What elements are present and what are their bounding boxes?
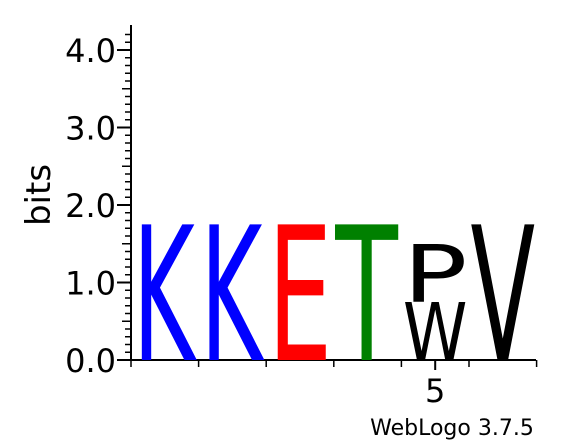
logo-letter-p: P: [403, 228, 468, 321]
x-tick-label: 5: [425, 372, 445, 410]
logo-letter-k: K: [133, 187, 197, 404]
logo-position-4: T: [335, 189, 399, 405]
logo-letter-k: K: [200, 187, 264, 404]
logo-position-3: E: [268, 189, 333, 405]
logo-position-2: K: [200, 187, 264, 404]
logo-position-1: K: [133, 187, 197, 404]
x-axis: 5: [130, 359, 538, 410]
logo-letter-w: W: [403, 287, 468, 380]
logo-position-6: V: [471, 187, 536, 404]
logo-stacks: K K E T WP V: [133, 187, 536, 404]
y-tick-label: 3.0: [65, 110, 116, 148]
y-axis-label: bits: [19, 164, 59, 226]
logo-position-5: WP: [403, 228, 468, 379]
logo-letter-t: T: [335, 189, 399, 405]
y-axis: 0.0 1.0 2.0 3.0 4.0: [65, 25, 132, 380]
y-tick-label: 2.0: [65, 187, 116, 225]
logo-letter-e: E: [268, 189, 333, 405]
weblogo-credit: WebLogo 3.7.5: [370, 416, 534, 441]
y-tick-label: 1.0: [65, 265, 116, 303]
y-tick-label: 0.0: [65, 342, 116, 380]
y-tick-label: 4.0: [65, 32, 116, 70]
logo-letter-v: V: [471, 187, 536, 404]
